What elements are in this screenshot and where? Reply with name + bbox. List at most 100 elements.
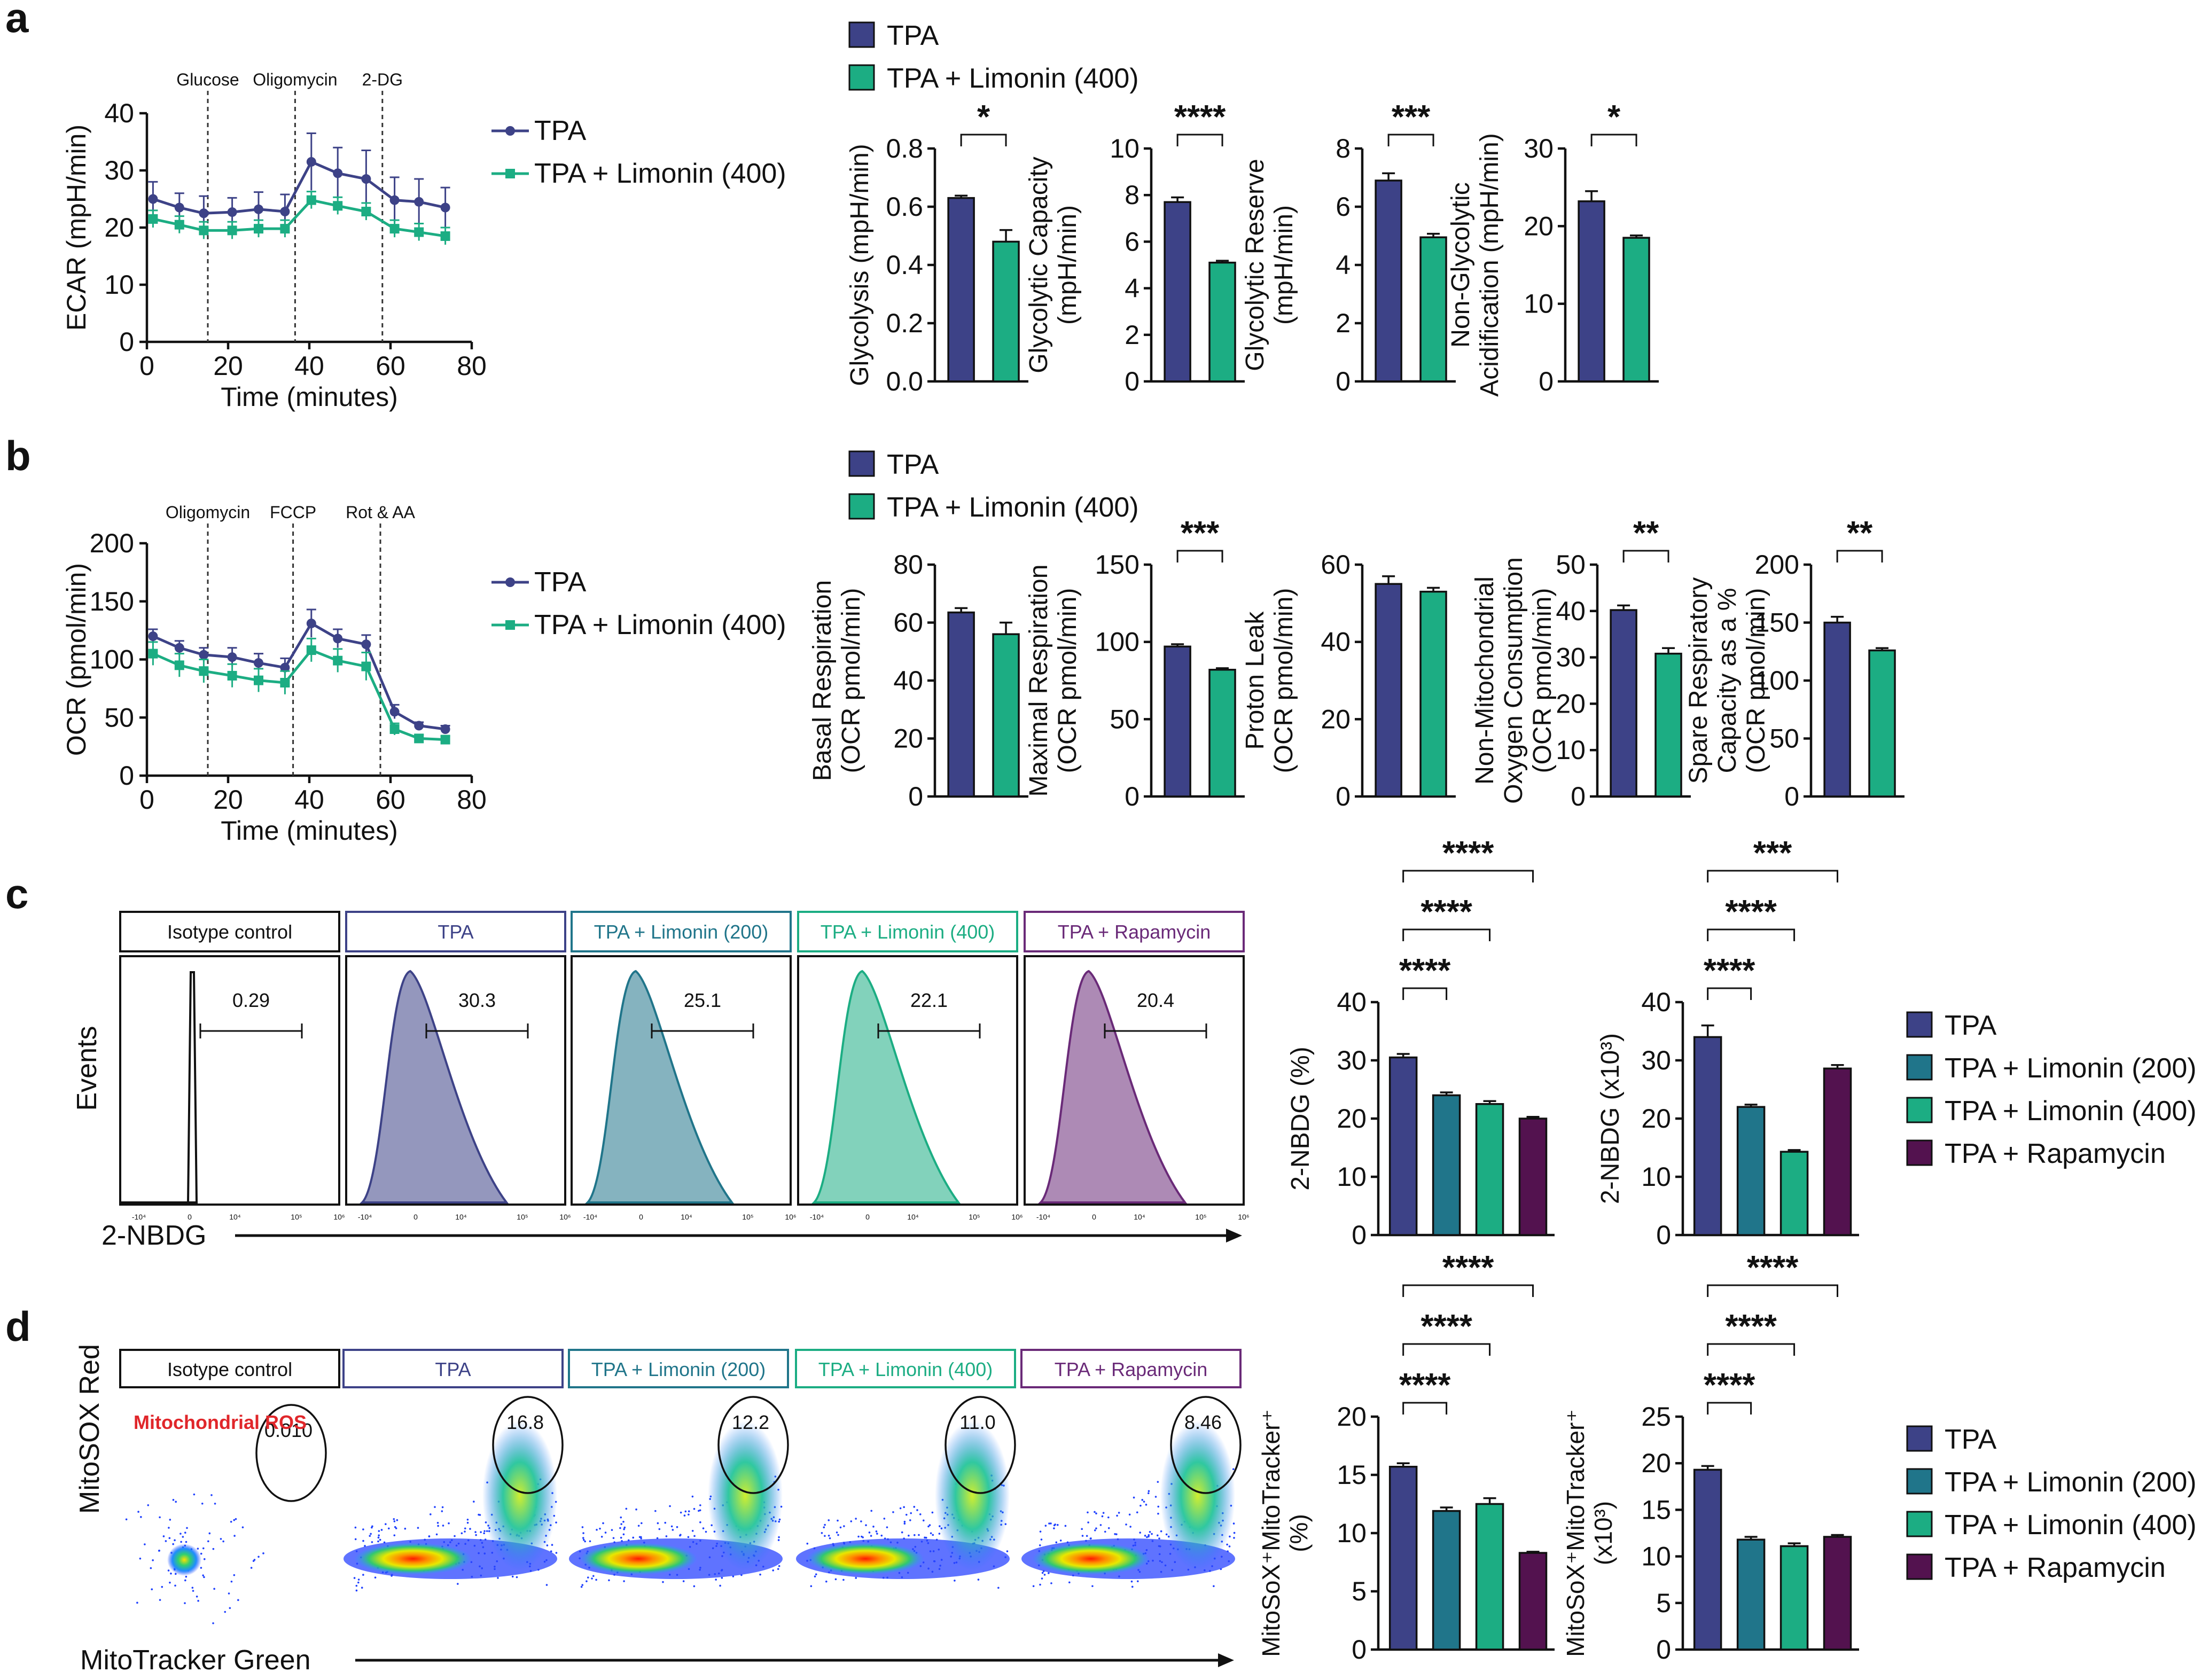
flow-d-dot-2-28 [596,1529,598,1531]
legend-ocr-lim-marker [505,620,515,630]
a-capacity-ylabel-0: Glycolytic Capacity [1025,157,1053,373]
a-reserve-bar-1 [1419,236,1447,382]
flow-d-dot-0-47 [229,1607,231,1609]
flow-c-tick-3-0: -10⁴ [810,1213,824,1221]
a-ecar-series-0-point-7 [333,168,343,178]
a-nonglyco-ylabel-1: Acidification (mpH/min) [1476,133,1504,396]
flow-d-dot-0-74 [185,1541,188,1543]
flow-c-histogram-2 [585,970,734,1204]
flow-d-dot-4-21 [1156,1534,1159,1537]
flow-d-dot-4-106 [1039,1544,1041,1546]
c-nbdg-count-bar-2 [1779,1151,1809,1236]
b-spare-sig-bracket-0 [1836,550,1883,562]
b-ocr-xlabel: Time (minutes) [221,816,398,846]
flow-d-dot-3-4 [824,1535,826,1537]
flow-c-tick-0-2: 10⁴ [229,1213,241,1221]
flow-d-dot-1-62 [353,1577,356,1579]
flow-d-dot-2-132 [640,1537,642,1540]
flow-d-dot-2-55 [687,1536,690,1538]
flow-d-dot-1-100 [480,1531,482,1533]
b-ocr-series-0-point-0 [148,631,158,641]
flow-d-core-3 [807,1543,924,1575]
flow-d-dot-2-98 [592,1575,595,1577]
flow-d-dot-4-168 [1053,1527,1055,1529]
flow-d-dot-4-191 [1232,1468,1235,1471]
flow-d-dot-1-183 [466,1518,469,1521]
flow-d-dot-3-83 [839,1526,842,1529]
a-ecar-series-0-point-10 [414,197,424,207]
flow-d-core-4 [1032,1543,1150,1575]
d-mito-pct-bar-chart: 0 5 10 15 20 MitoSoX⁺MitoTracker⁺ (%) **** **** *… [1257,1249,1555,1665]
flow-d-dot-0-117 [224,1611,227,1613]
flow-d-gate-value-1: 16.8 [506,1411,544,1433]
flow-d-dot-0-83 [262,1552,264,1554]
flow-d-dot-2-15 [589,1540,591,1543]
c-nbdg-pct-bar-3 [1518,1118,1548,1236]
flow-d-dot-3-203 [806,1542,809,1545]
flow-d-dot-0-104 [172,1499,175,1501]
flow-d-dot-0-95 [174,1584,176,1587]
a-capacity-ytick-label-1: 2 [1125,320,1139,350]
flow-d-dot-2-46 [662,1581,664,1583]
flow-d-dot-2-135 [658,1528,661,1530]
a-ecar-series-0-point-6 [306,157,316,167]
b-ocr-series-1-point-10 [414,733,424,744]
b-ocr-series-1-point-4 [254,675,263,685]
b-ocr-ytick-label-2: 100 [90,645,134,675]
flow-d-dot-4-54 [1232,1522,1235,1525]
b-ocr-injection-label-0: Oligomycin [166,503,250,522]
flow-d-dot-3-157 [922,1519,925,1522]
legend-c-tpa-label: TPA [1945,1010,1997,1041]
d-mito-count-ytick-label-5: 25 [1641,1402,1671,1432]
flow-d-dot-4-108 [1094,1511,1096,1513]
flow-d-dot-3-60 [977,1579,980,1581]
flow-d-tail-4 [1160,1421,1235,1570]
a-capacity-bar-chart: 0 2 4 6 8 10 Glycolytic Capacity (mpH/min) **** [1025,99,1245,396]
flow-d-dot-4-115 [1146,1536,1148,1538]
a-nonglyco-bar-0 [1578,200,1605,382]
flow-d-dot-0-62 [212,1622,214,1624]
flow-d-dot-2-214 [641,1522,643,1525]
flow-d-title-box-0 [119,1349,340,1388]
b-nonmito-bar-0 [1610,609,1637,798]
a-ecar-series-1-point-7 [333,201,343,211]
flow-c-tick-1-4: 10⁶ [559,1213,571,1221]
flow-d-dot-3-218 [875,1530,878,1533]
flow-d-dot-0-35 [139,1557,142,1560]
d-mito-pct-ytick-label-3: 15 [1337,1460,1367,1490]
flow-d-dot-4-78 [1128,1513,1131,1516]
a-nonglyco-sig-label-0: * [1607,99,1621,136]
flow-d-dot-1-89 [377,1540,379,1543]
b-basal-bar-0 [947,611,975,798]
flow-d-dot-0-108 [125,1518,128,1521]
a-nonglyco-ytick-label-0: 0 [1539,366,1554,396]
d-mito-pct-sig-bracket-1 [1402,1343,1491,1356]
flow-d-dot-4-15 [1133,1496,1135,1499]
flow-d-dot-0-30 [169,1581,171,1584]
b-ocr-series-0-point-6 [306,619,316,629]
flow-d-dot-4-120 [1158,1537,1160,1540]
legend-d-lim400-swatch [1906,1511,1933,1537]
flow-d-dot-4-153 [1039,1530,1042,1533]
a-capacity-ytick-label-2: 4 [1125,274,1139,303]
b-spare-bar-0 [1823,621,1851,798]
flow-d-dot-0-49 [235,1518,237,1520]
a-ecar-series-0-point-3 [227,207,237,217]
flow-d-dot-1-192 [394,1526,396,1528]
flow-d-dot-4-63 [1226,1543,1228,1546]
flow-d-dot-3-137 [861,1535,863,1538]
flow-d-dot-2-133 [625,1507,628,1510]
flow-d-dot-3-206 [919,1513,922,1515]
flow-d-dot-4-82 [1039,1583,1041,1586]
flow-d-dot-2-110 [691,1529,694,1532]
b-leak-bar-chart: 0 20 40 60 Proton Leak (OCR pmol/min) [1241,550,1456,811]
flow-d-tail-1 [482,1421,557,1570]
flow-d-dot-0-13 [162,1535,165,1537]
legend-c-lim200-swatch [1906,1054,1933,1081]
legend-c-lim400-swatch [1906,1097,1933,1123]
flow-d-title-3: TPA + Limonin (400) [818,1358,993,1380]
flow-d-dot-0-77 [185,1575,188,1578]
b-ocr-series-0-point-5 [280,662,290,673]
flow-d-dot-2-84 [608,1579,610,1582]
legend-ecar: TPA TPA + Limonin (400) [491,115,786,189]
